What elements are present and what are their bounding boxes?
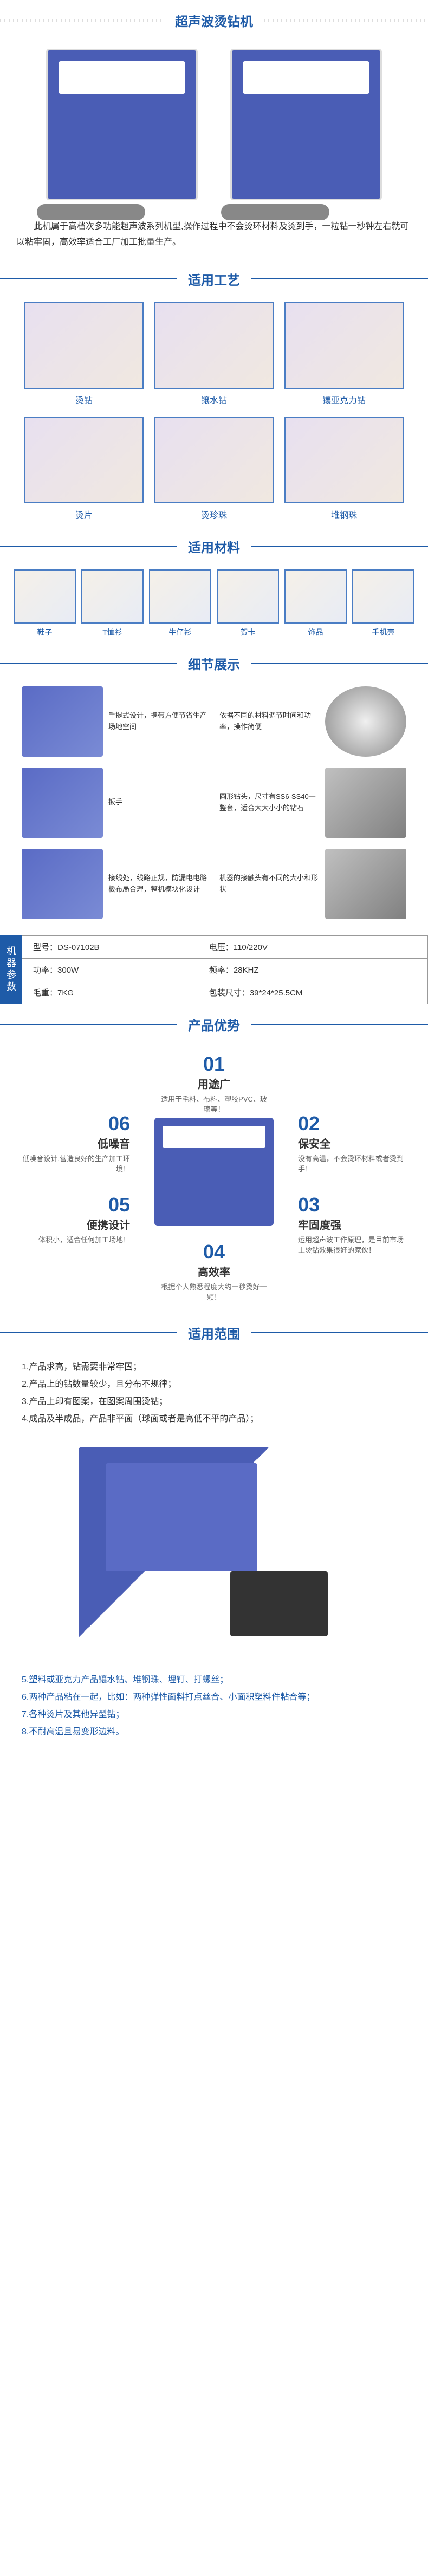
detail-item: 机器的接触头有不同的大小和形状 <box>219 849 406 919</box>
list-item: 1.产品求高，钻需要非常牢固； <box>22 1359 406 1376</box>
detail-grid: 手提式设计，携带方便节省生产场地空间 依据不同的材料调节时间和功率，操作简便 扳… <box>0 681 428 925</box>
list-item: 6.两种产品粘在一起，比如：两种弹性面料打点丝合、小面积塑料件粘合等； <box>22 1689 406 1706</box>
product-image <box>79 1447 349 1653</box>
process-item: 烫钻 <box>24 302 144 406</box>
list-item: 3.产品上印有图案，在图案周围烫钻； <box>22 1393 406 1411</box>
table-row: 型号：DS-07102B 电压：110/220V <box>22 935 428 958</box>
table-row: 毛重：7KG 包装尺寸：39*24*25.5CM <box>22 981 428 1004</box>
footer-list: 5.塑料或亚克力产品镶水钻、堆钢珠、埋钉、打螺丝； 6.两种产品粘在一起，比如：… <box>0 1663 428 1749</box>
list-item: 8.不耐高温且易变形边料。 <box>22 1723 406 1741</box>
material-item: 饰品 <box>284 569 347 638</box>
process-item: 镶水钻 <box>154 302 274 406</box>
list-item: 2.产品上的钻数量较少，且分布不规律； <box>22 1376 406 1393</box>
advantage-item: 03牢固度强运用超声波工作原理，是目前市场上烫钻效果很好的家伙！ <box>298 1194 406 1255</box>
material-row: 鞋子 T恤衫 牛仔衫 贺卡 饰品 手机壳 <box>0 564 428 643</box>
section-process: 适用工艺 <box>0 270 428 289</box>
detail-item: 扳手 <box>22 768 209 838</box>
hero-images <box>0 38 428 211</box>
advantage-item: 06低噪音低噪音设计,营造良好的生产加工环境！ <box>22 1112 130 1174</box>
section-scope: 适用范围 <box>0 1323 428 1342</box>
process-item: 烫片 <box>24 417 144 521</box>
material-item: 牛仔衫 <box>149 569 211 638</box>
machine-front-image <box>46 49 198 200</box>
advantage-item: 05便携设计体积小，适合任何加工场地！ <box>22 1194 130 1244</box>
advantage-item: 02保安全没有高温，不会烫环材料或者烫到手！ <box>298 1112 406 1174</box>
material-item: T恤衫 <box>81 569 144 638</box>
specs-section: 机器参数 型号：DS-07102B 电压：110/220V 功率：300W 频率… <box>0 935 428 1004</box>
material-item: 贺卡 <box>217 569 279 638</box>
process-item: 镶亚克力钻 <box>284 302 404 406</box>
material-item: 鞋子 <box>14 569 76 638</box>
material-item: 手机壳 <box>352 569 414 638</box>
section-advantage: 产品优势 <box>0 1015 428 1034</box>
list-item: 4.成品及半成品，产品非平面（球面或者是高低不平的产品）； <box>22 1411 406 1428</box>
process-row-1: 烫钻 镶水钻 镶亚克力钻 <box>0 297 428 411</box>
section-material: 适用材料 <box>0 537 428 556</box>
advantages-diagram: 01用途广适用于毛料、布料、塑胶PVC、玻璃等！ 02保安全没有高温，不会烫环材… <box>0 1042 428 1313</box>
advantage-item: 04高效率根据个人熟悉程度大约一秒烫好一颗！ <box>160 1241 268 1302</box>
section-detail: 细节展示 <box>0 654 428 673</box>
product-shot <box>0 1436 428 1663</box>
process-row-2: 烫片 烫珍珠 堆钢珠 <box>0 411 428 526</box>
detail-item: 圆形钻头，尺寸有SS6-SS40一整套，适合大大小小的钻石 <box>219 768 406 838</box>
detail-item: 手提式设计，携带方便节省生产场地空间 <box>22 686 209 757</box>
list-item: 7.各种烫片及其他异型钻； <box>22 1706 406 1723</box>
detail-item: 依据不同的材料调节时间和功率，操作简便 <box>219 686 406 757</box>
process-item: 堆钢珠 <box>284 417 404 521</box>
specs-table: 型号：DS-07102B 电压：110/220V 功率：300W 频率：28KH… <box>22 935 428 1004</box>
table-row: 功率：300W 频率：28KHZ <box>22 958 428 981</box>
specs-label: 机器参数 <box>0 935 22 1004</box>
advantage-item: 01用途广适用于毛料、布料、塑胶PVC、玻璃等！ <box>160 1053 268 1114</box>
list-item: 5.塑料或亚克力产品镶水钻、堆钢珠、埋钉、打螺丝； <box>22 1672 406 1689</box>
scope-list: 1.产品求高，钻需要非常牢固； 2.产品上的钻数量较少，且分布不规律； 3.产品… <box>0 1351 428 1436</box>
process-item: 烫珍珠 <box>154 417 274 521</box>
page-title: 超声波烫钻机 <box>0 11 428 30</box>
detail-item: 接线处，线路正规，防漏电电路板布局合理，整机模块化设计 <box>22 849 209 919</box>
machine-back-image <box>230 49 382 200</box>
advantage-center-image <box>154 1118 274 1237</box>
